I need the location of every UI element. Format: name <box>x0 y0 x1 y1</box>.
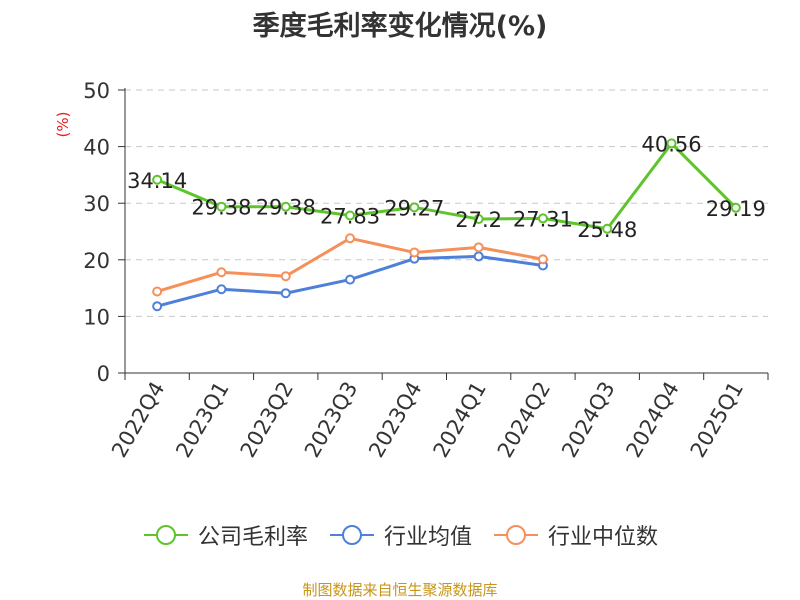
data-point <box>409 202 420 213</box>
data-label: 29.38 <box>256 196 316 220</box>
data-point <box>473 214 484 225</box>
y-tick-label: 10 <box>83 305 110 329</box>
legend-item-company[interactable]: 公司毛利率 <box>142 519 308 551</box>
legend: 公司毛利率 行业均值 行业中位数 <box>0 519 800 551</box>
x-tick-label: 2024Q2 <box>493 378 555 462</box>
data-point <box>216 267 227 278</box>
legend-item-industry-median[interactable]: 行业中位数 <box>492 519 658 551</box>
data-label: 29.19 <box>706 197 766 221</box>
data-point <box>345 210 356 221</box>
legend-label-industry-median: 行业中位数 <box>548 525 659 550</box>
data-label: 40.56 <box>641 132 701 156</box>
y-tick-label: 50 <box>83 79 110 103</box>
x-tick-label: 2024Q4 <box>621 378 683 462</box>
data-point <box>280 271 291 282</box>
x-tick-label: 2023Q3 <box>300 378 362 462</box>
data-label: 25.48 <box>577 218 637 242</box>
legend-label-company: 公司毛利率 <box>197 525 308 550</box>
legend-label-industry-mean: 行业均值 <box>383 525 472 550</box>
data-point <box>280 201 291 212</box>
y-tick-label: 40 <box>83 136 110 160</box>
y-axis-label: (%) <box>54 112 72 138</box>
x-tick-label: 2023Q1 <box>171 378 233 462</box>
data-label: 27.2 <box>455 208 502 232</box>
data-label: 27.83 <box>320 204 380 228</box>
data-point <box>537 213 548 224</box>
x-tick-label: 2022Q4 <box>107 378 169 462</box>
data-point <box>666 138 677 149</box>
y-tick-label: 30 <box>83 192 110 216</box>
data-point <box>345 274 356 285</box>
data-label: 29.27 <box>384 196 444 220</box>
data-point <box>473 251 484 262</box>
y-tick-label: 20 <box>83 249 110 273</box>
data-point <box>730 202 741 213</box>
legend-swatch-industry-mean <box>329 525 374 545</box>
data-label: 29.38 <box>191 196 251 220</box>
legend-swatch-industry-median <box>494 525 538 545</box>
data-point <box>537 254 548 265</box>
data-point <box>216 201 227 212</box>
x-tick-label: 2023Q2 <box>236 378 298 462</box>
data-label: 27.31 <box>513 207 573 231</box>
source-note: 制图数据来自恒生聚源数据库 <box>302 581 498 599</box>
data-point <box>345 233 356 244</box>
data-point <box>280 288 291 299</box>
data-point <box>152 174 163 185</box>
legend-swatch-company <box>143 525 188 545</box>
data-point <box>473 242 484 253</box>
series-line-0 <box>156 141 737 231</box>
data-label: 34.14 <box>127 169 187 193</box>
x-tick-label: 2024Q3 <box>557 378 619 462</box>
x-tick-label: 2024Q1 <box>429 378 491 462</box>
x-tick-label: 2025Q1 <box>686 378 748 462</box>
legend-item-industry-mean[interactable]: 行业均值 <box>328 519 472 551</box>
data-point <box>216 284 227 295</box>
chart-title: 季度毛利率变化情况(%) <box>252 11 548 42</box>
data-point <box>602 223 613 234</box>
data-point <box>409 247 420 258</box>
data-point <box>152 286 163 297</box>
data-point <box>152 301 163 312</box>
x-tick-label: 2023Q4 <box>364 378 426 462</box>
y-tick-label: 0 <box>97 362 110 386</box>
